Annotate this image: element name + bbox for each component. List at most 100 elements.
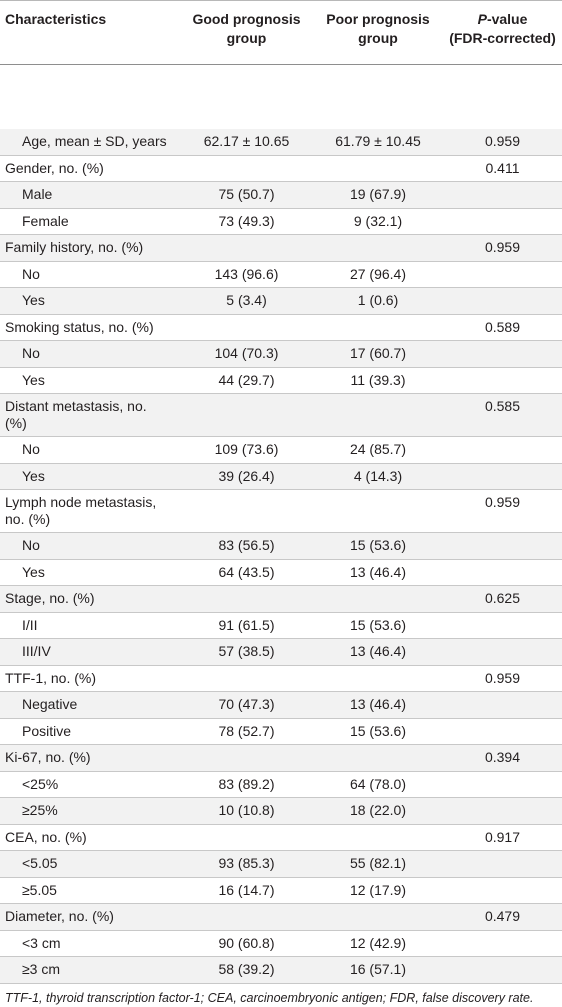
table-row: Yes 39 (26.4) 4 (14.3) xyxy=(0,463,562,490)
good-prognosis-value xyxy=(180,824,313,851)
row-label: Negative xyxy=(0,691,180,719)
p-value: 0.479 xyxy=(443,903,562,931)
row-label: CEA, no. (%) xyxy=(0,824,180,851)
p-value xyxy=(443,463,562,490)
p-value xyxy=(443,340,562,368)
row-label: Distant metastasis, no. (%) xyxy=(0,393,180,437)
characteristics-table: Characteristics Good prognosis group Poo… xyxy=(0,0,562,984)
row-label: Ki-67, no. (%) xyxy=(0,744,180,772)
good-prognosis-value xyxy=(180,314,313,341)
row-label: <3 cm xyxy=(0,930,180,957)
poor-prognosis-value: 12 (17.9) xyxy=(313,877,443,904)
category-row: TTF-1, no. (%) 0.959 xyxy=(0,665,562,692)
table-row: Yes 5 (3.4) 1 (0.6) xyxy=(0,287,562,315)
poor-prognosis-value: 13 (46.4) xyxy=(313,691,443,719)
table-footnote: TTF-1, thyroid transcription factor-1; C… xyxy=(5,990,534,1005)
table-row: ≥3 cm 58 (39.2) 16 (57.1) xyxy=(0,956,562,984)
good-prognosis-value: 44 (29.7) xyxy=(180,367,313,394)
p-value: 0.959 xyxy=(443,665,562,692)
good-prognosis-value: 93 (85.3) xyxy=(180,850,313,878)
p-value xyxy=(443,771,562,798)
category-row: Gender, no. (%) 0.411 xyxy=(0,155,562,182)
p-value xyxy=(443,367,562,394)
table-row: Age, mean ± SD, years 62.17 ± 10.65 61.79 … xyxy=(0,128,562,156)
header-pvalue-line1: P-value xyxy=(477,11,528,27)
p-value: 0.411 xyxy=(443,155,562,182)
row-label: Yes xyxy=(0,367,180,394)
row-label: Yes xyxy=(0,287,180,315)
poor-prognosis-value: 55 (82.1) xyxy=(313,850,443,878)
good-prognosis-value xyxy=(180,903,313,931)
poor-prognosis-value xyxy=(313,744,443,772)
table-row: III/IV 57 (38.5) 13 (46.4) xyxy=(0,638,562,666)
table-row: No 104 (70.3) 17 (60.7) xyxy=(0,340,562,368)
header-pvalue: P-value (FDR-corrected) xyxy=(443,0,562,65)
p-value xyxy=(443,436,562,464)
category-row: Stage, no. (%) 0.625 xyxy=(0,585,562,613)
row-label: Male xyxy=(0,181,180,209)
poor-prognosis-value: 9 (32.1) xyxy=(313,208,443,235)
good-prognosis-value: 78 (52.7) xyxy=(180,718,313,745)
good-prognosis-value: 57 (38.5) xyxy=(180,638,313,666)
good-prognosis-value xyxy=(180,744,313,772)
table-row: ≥25% 10 (10.8) 18 (22.0) xyxy=(0,797,562,825)
row-label: Stage, no. (%) xyxy=(0,585,180,613)
row-label: Family history, no. (%) xyxy=(0,234,180,262)
row-label: I/II xyxy=(0,612,180,639)
poor-prognosis-value: 4 (14.3) xyxy=(313,463,443,490)
table-row: Yes 64 (43.5) 13 (46.4) xyxy=(0,559,562,586)
poor-prognosis-value xyxy=(313,665,443,692)
good-prognosis-value: 64 (43.5) xyxy=(180,559,313,586)
table-body: Age, mean ± SD, years 62.17 ± 10.65 61.79 … xyxy=(0,128,562,984)
header-poor-line1: Poor prognosis xyxy=(326,11,430,27)
row-label: Diameter, no. (%) xyxy=(0,903,180,931)
p-value xyxy=(443,287,562,315)
header-pvalue-line2: (FDR-corrected) xyxy=(449,30,556,46)
table-header: Characteristics Good prognosis group Poo… xyxy=(0,0,562,129)
category-row: Lymph node metastasis, no. (%) 0.959 xyxy=(0,489,562,533)
table-row: Male 75 (50.7) 19 (67.9) xyxy=(0,181,562,209)
table-row: <3 cm 90 (60.8) 12 (42.9) xyxy=(0,930,562,957)
p-value xyxy=(443,559,562,586)
p-value: 0.585 xyxy=(443,393,562,437)
p-value: 0.959 xyxy=(443,234,562,262)
p-value: 0.959 xyxy=(443,489,562,533)
row-label: Age, mean ± SD, years xyxy=(0,128,180,156)
good-prognosis-value: 16 (14.7) xyxy=(180,877,313,904)
good-prognosis-value xyxy=(180,234,313,262)
poor-prognosis-value: 24 (85.7) xyxy=(313,436,443,464)
good-prognosis-value xyxy=(180,585,313,613)
table-row: I/II 91 (61.5) 15 (53.6) xyxy=(0,612,562,639)
row-label: <5.05 xyxy=(0,850,180,878)
header-good-line1: Good prognosis xyxy=(192,11,301,27)
poor-prognosis-value: 19 (67.9) xyxy=(313,181,443,209)
poor-prognosis-value: 15 (53.6) xyxy=(313,532,443,560)
poor-prognosis-value xyxy=(313,393,443,437)
good-prognosis-value: 5 (3.4) xyxy=(180,287,313,315)
row-label: III/IV xyxy=(0,638,180,666)
category-row: Ki-67, no. (%) 0.394 xyxy=(0,744,562,772)
p-value xyxy=(443,532,562,560)
good-prognosis-value: 70 (47.3) xyxy=(180,691,313,719)
row-label: Yes xyxy=(0,559,180,586)
p-value xyxy=(443,612,562,639)
row-label-line1: Lymph node metastasis, xyxy=(5,494,157,510)
header-poor-line2: group xyxy=(358,30,398,46)
poor-prognosis-value: 16 (57.1) xyxy=(313,956,443,984)
table-row: No 109 (73.6) 24 (85.7) xyxy=(0,436,562,464)
row-label: ≥25% xyxy=(0,797,180,825)
good-prognosis-value: 73 (49.3) xyxy=(180,208,313,235)
good-prognosis-value xyxy=(180,155,313,182)
poor-prognosis-value xyxy=(313,489,443,533)
poor-prognosis-value: 12 (42.9) xyxy=(313,930,443,957)
p-value: 0.394 xyxy=(443,744,562,772)
table-row: No 83 (56.5) 15 (53.6) xyxy=(0,532,562,560)
good-prognosis-value: 83 (89.2) xyxy=(180,771,313,798)
header-poor-prognosis: Poor prognosis group xyxy=(313,0,443,65)
category-row: Smoking status, no. (%) 0.589 xyxy=(0,314,562,341)
poor-prognosis-value: 64 (78.0) xyxy=(313,771,443,798)
poor-prognosis-value xyxy=(313,585,443,613)
header-good-line2: group xyxy=(226,30,267,46)
category-row: Diameter, no. (%) 0.479 xyxy=(0,903,562,931)
poor-prognosis-value: 11 (39.3) xyxy=(313,367,443,394)
